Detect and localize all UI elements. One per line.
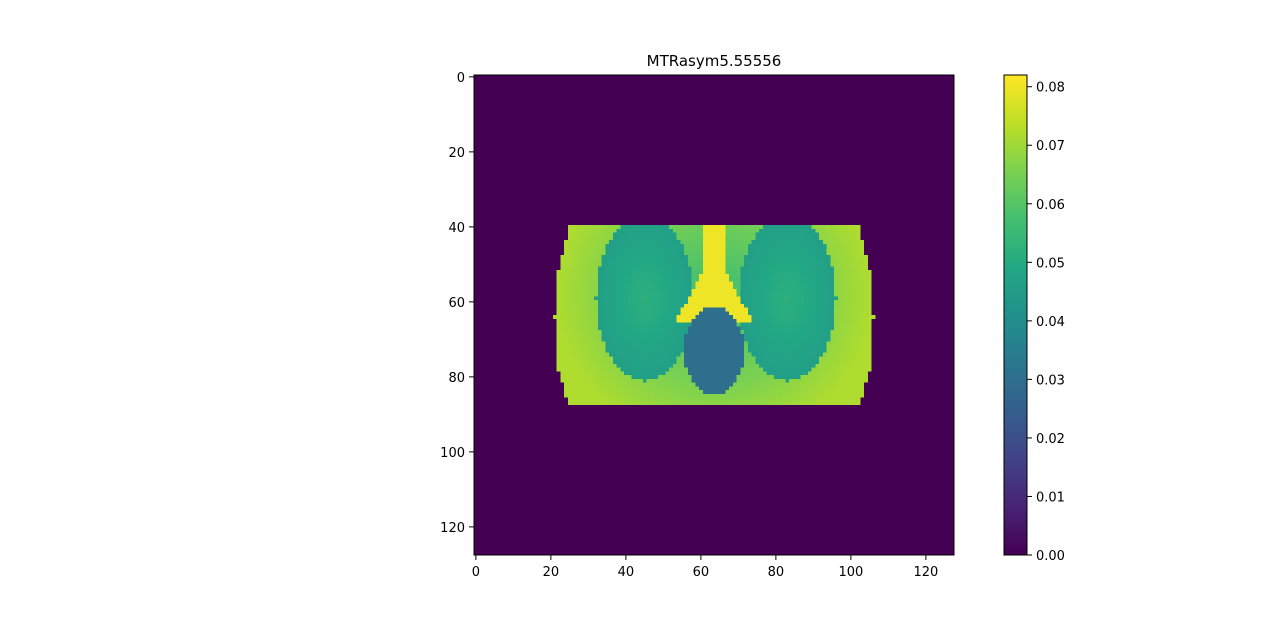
y-tick-label: 20	[448, 146, 465, 161]
y-axis-ticks: 0 20 40 60 80 100 120	[440, 71, 474, 536]
y-tick-label: 120	[440, 521, 465, 536]
colorbar-tick-label: 0.05	[1036, 256, 1065, 271]
colorbar-tick-label: 0.06	[1036, 198, 1065, 213]
colorbar-tick-label: 0.00	[1036, 549, 1065, 564]
colorbar-tick-label: 0.07	[1036, 139, 1065, 154]
colorbar-tick-label: 0.03	[1036, 373, 1065, 388]
colorbar-tick-label: 0.01	[1036, 490, 1065, 505]
colorbar-gradient	[1004, 75, 1027, 555]
heatmap-image	[474, 75, 954, 555]
x-tick-label: 40	[618, 565, 635, 580]
x-tick-label: 0	[472, 565, 480, 580]
y-tick-label: 40	[448, 221, 465, 236]
y-tick-label: 100	[440, 446, 465, 461]
y-tick-label: 0	[457, 71, 465, 86]
colorbar-tick-label: 0.02	[1036, 432, 1065, 447]
x-tick-label: 80	[768, 565, 785, 580]
colorbar-tick-label: 0.04	[1036, 315, 1065, 330]
x-tick-label: 20	[543, 565, 560, 580]
y-tick-label: 80	[448, 371, 465, 386]
axes-frame	[473, 74, 955, 556]
colorbar-frame	[1003, 74, 1028, 556]
colorbar-tick-label: 0.08	[1036, 81, 1065, 96]
y-tick-label: 60	[448, 296, 465, 311]
x-axis-ticks: 0 20 40 60 80 100 120	[472, 555, 938, 580]
x-tick-label: 100	[838, 565, 863, 580]
x-tick-label: 60	[693, 565, 710, 580]
chart-title: MTRasym5.55556	[647, 52, 782, 70]
x-tick-label: 120	[913, 565, 938, 580]
colorbar-ticks: 0.00 0.01 0.02 0.03 0.04 0.05 0.06 0.07 0.08	[1027, 81, 1065, 564]
